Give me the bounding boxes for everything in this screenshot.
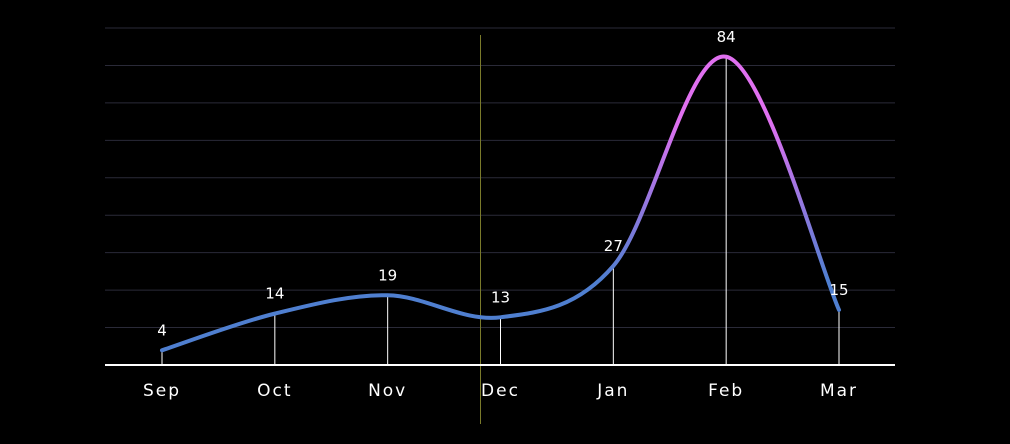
x-tick-jan: Jan: [596, 381, 629, 401]
data-label-jan: 27: [604, 237, 623, 255]
gridlines: [105, 27, 895, 329]
drop-lines: [161, 56, 840, 365]
x-tick-nov: Nov: [368, 381, 407, 401]
data-label-mar: 15: [829, 281, 848, 299]
x-tick-feb: Feb: [708, 381, 744, 401]
x-tick-labels: Sep Oct Nov Dec Jan Feb Mar: [143, 381, 858, 401]
data-label-sep: 4: [157, 321, 167, 339]
x-tick-oct: Oct: [257, 381, 292, 401]
data-label-dec: 13: [491, 288, 510, 306]
data-label-feb: 84: [717, 28, 736, 46]
data-label-oct: 14: [265, 285, 284, 303]
series-line-layer: [160, 54, 841, 353]
series-line: [160, 54, 841, 353]
x-tick-sep: Sep: [143, 381, 181, 401]
data-labels: 4 14 19 13 27 84 15: [157, 28, 848, 340]
x-tick-mar: Mar: [820, 381, 858, 401]
data-label-nov: 19: [378, 266, 397, 284]
x-tick-dec: Dec: [481, 381, 520, 401]
